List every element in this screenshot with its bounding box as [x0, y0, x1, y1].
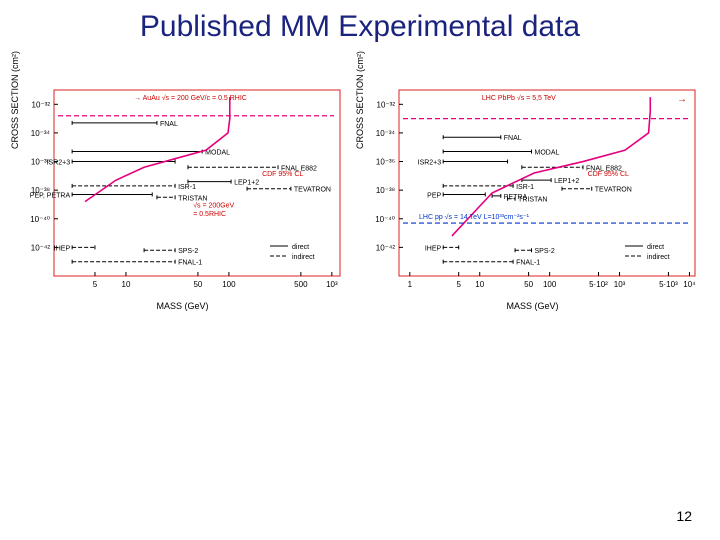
- svg-text:TEVATRON: TEVATRON: [293, 187, 330, 194]
- left-ylabel: CROSS SECTION (cm²): [10, 51, 20, 149]
- svg-text:10: 10: [121, 280, 130, 289]
- page-title: Published MM Experimental data: [0, 0, 720, 44]
- charts-container: CROSS SECTION (cm²) 10⁻³²10⁻³⁴10⁻³⁶10⁻³⁸…: [0, 84, 720, 311]
- svg-text:= 0.5RHIC: = 0.5RHIC: [193, 211, 226, 218]
- left-chart-wrap: CROSS SECTION (cm²) 10⁻³²10⁻³⁴10⁻³⁶10⁻³⁸…: [18, 84, 348, 311]
- svg-text:√s = 200GeV: √s = 200GeV: [193, 201, 234, 209]
- svg-text:PEP: PEP: [427, 192, 441, 199]
- svg-text:10⁻⁴⁰: 10⁻⁴⁰: [30, 215, 50, 224]
- svg-text:indirect: indirect: [647, 254, 670, 261]
- svg-text:100: 100: [222, 280, 236, 289]
- svg-text:5·10³: 5·10³: [659, 280, 678, 289]
- svg-text:LEP1+2: LEP1+2: [234, 180, 259, 187]
- svg-text:50: 50: [193, 280, 202, 289]
- svg-text:SPS-2: SPS-2: [534, 248, 554, 255]
- svg-text:LEP1+2: LEP1+2: [554, 178, 579, 185]
- svg-text:IHEP: IHEP: [53, 245, 70, 252]
- svg-text:10⁻⁴²: 10⁻⁴²: [30, 243, 50, 252]
- svg-text:10⁻³²: 10⁻³²: [376, 100, 395, 109]
- svg-text:10³: 10³: [613, 280, 625, 289]
- svg-text:TEVATRON: TEVATRON: [594, 187, 631, 194]
- svg-text:10⁻³⁶: 10⁻³⁶: [375, 158, 394, 167]
- svg-text:10⁴: 10⁴: [683, 280, 696, 289]
- svg-text:ISR2+3: ISR2+3: [46, 160, 70, 167]
- svg-text:ISR-1: ISR-1: [516, 184, 534, 191]
- svg-text:10⁻³⁴: 10⁻³⁴: [375, 129, 395, 138]
- svg-text:50: 50: [524, 280, 533, 289]
- right-chart-wrap: CROSS SECTION (cm²) 10⁻³²10⁻³⁴10⁻³⁶10⁻³⁸…: [363, 84, 703, 311]
- svg-text:IHEP: IHEP: [424, 245, 441, 252]
- left-xlabel: MASS (GeV): [18, 301, 348, 311]
- svg-text:FNAL-1: FNAL-1: [178, 260, 202, 267]
- svg-text:CDF 95% CL: CDF 95% CL: [587, 171, 628, 178]
- svg-text:TRISTAN: TRISTAN: [518, 197, 547, 204]
- svg-text:PEP, PETRA: PEP, PETRA: [29, 192, 70, 199]
- svg-text:10: 10: [475, 280, 484, 289]
- page-number: 12: [676, 508, 692, 524]
- svg-text:LHC PbPb √s = 5,5 TeV: LHC PbPb √s = 5,5 TeV: [481, 94, 555, 102]
- svg-text:MODAL: MODAL: [205, 150, 230, 157]
- svg-text:10³: 10³: [326, 280, 338, 289]
- svg-text:500: 500: [294, 280, 308, 289]
- svg-text:SPS-2: SPS-2: [178, 248, 198, 255]
- right-xlabel: MASS (GeV): [363, 301, 703, 311]
- svg-text:direct: direct: [292, 244, 309, 251]
- svg-text:MODAL: MODAL: [534, 150, 559, 157]
- svg-text:100: 100: [542, 280, 556, 289]
- right-ylabel: CROSS SECTION (cm²): [355, 51, 365, 149]
- right-chart: 10⁻³² 10⁻³⁴ 10⁻³⁶ 10⁻³⁸ 10⁻⁴⁰ 10⁻⁴² 1 5 10 50 100 5…: [363, 84, 703, 294]
- svg-text:ISR2+3: ISR2+3: [417, 160, 441, 167]
- svg-text:FNAL: FNAL: [503, 135, 521, 142]
- svg-text:LHC pp √s = 14 TeV L=10³³cm⁻²s: LHC pp √s = 14 TeV L=10³³cm⁻²s⁻¹: [419, 213, 530, 221]
- svg-text:FNAL-1: FNAL-1: [516, 260, 540, 267]
- svg-text:FNAL: FNAL: [159, 121, 177, 128]
- svg-text:10⁻³²: 10⁻³²: [31, 100, 50, 109]
- svg-text:→ AuAu √s = 200 GeV/c = 0.5 RH: → AuAu √s = 200 GeV/c = 0.5 RHIC: [134, 94, 247, 102]
- svg-text:TRISTAN: TRISTAN: [178, 195, 207, 202]
- svg-text:10⁻³⁴: 10⁻³⁴: [30, 129, 50, 138]
- svg-text:indirect: indirect: [292, 254, 315, 261]
- svg-text:CDF 95% CL: CDF 95% CL: [262, 171, 303, 178]
- svg-text:ISR-1: ISR-1: [178, 184, 196, 191]
- svg-text:1: 1: [407, 280, 412, 289]
- svg-text:5: 5: [456, 280, 461, 289]
- svg-text:10⁻⁴²: 10⁻⁴²: [375, 243, 395, 252]
- svg-text:5·10²: 5·10²: [589, 280, 608, 289]
- svg-text:10⁻³⁸: 10⁻³⁸: [375, 186, 394, 195]
- svg-text:5: 5: [92, 280, 97, 289]
- svg-text:10⁻⁴⁰: 10⁻⁴⁰: [375, 215, 395, 224]
- svg-text:→: →: [677, 94, 687, 105]
- left-chart: 10⁻³²10⁻³⁴10⁻³⁶10⁻³⁸10⁻⁴⁰10⁻⁴²5105010050…: [18, 84, 348, 294]
- svg-text:direct: direct: [647, 244, 664, 251]
